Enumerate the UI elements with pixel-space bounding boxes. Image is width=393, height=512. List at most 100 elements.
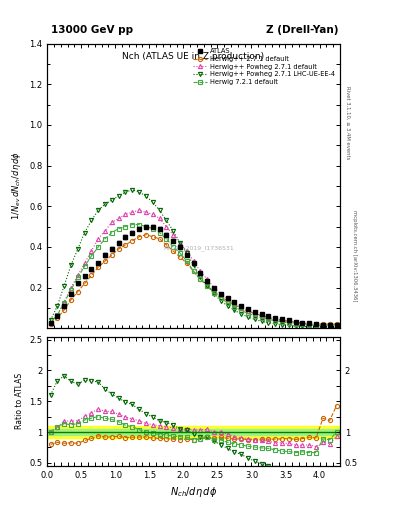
Herwig++ Powheg 2.7.1 default [89, 248, 94, 254]
Herwig++ Powheg 2.7.1 default [55, 312, 60, 318]
Herwig++ 2.7.1 default [75, 289, 80, 295]
Herwig++ Powheg 2.7.1 default [157, 216, 162, 222]
Herwig 7.2.1 default [321, 322, 325, 328]
Text: Z (Drell-Yan): Z (Drell-Yan) [266, 25, 339, 35]
Herwig++ 2.7.1 default [205, 283, 209, 289]
Herwig++ Powheg 2.7.1 LHC-UE-EE-4 [259, 318, 264, 325]
Herwig 7.2.1 default [116, 225, 121, 231]
Herwig 7.2.1 default [266, 316, 271, 323]
Herwig 7.2.1 default [157, 229, 162, 236]
Herwig++ Powheg 2.7.1 LHC-UE-EE-4 [327, 324, 332, 330]
Herwig++ 2.7.1 default [314, 322, 318, 328]
Herwig++ Powheg 2.7.1 default [48, 320, 53, 326]
Herwig++ Powheg 2.7.1 default [198, 268, 203, 274]
X-axis label: $N_{ch}/d\eta\,d\phi$: $N_{ch}/d\eta\,d\phi$ [170, 485, 217, 499]
Herwig++ Powheg 2.7.1 LHC-UE-EE-4 [164, 218, 169, 224]
Herwig 7.2.1 default [314, 323, 318, 329]
Herwig++ Powheg 2.7.1 default [123, 211, 128, 218]
Bar [47, 426, 340, 438]
Herwig++ Powheg 2.7.1 default [184, 248, 189, 254]
Herwig++ 2.7.1 default [219, 294, 223, 300]
Herwig++ 2.7.1 default [96, 264, 101, 270]
Herwig 7.2.1 default [198, 276, 203, 283]
Herwig 7.2.1 default [62, 300, 66, 306]
Herwig++ Powheg 2.7.1 default [232, 301, 237, 307]
Herwig++ Powheg 2.7.1 default [62, 298, 66, 305]
Herwig 7.2.1 default [130, 221, 135, 227]
Herwig 7.2.1 default [259, 314, 264, 321]
Herwig++ Powheg 2.7.1 LHC-UE-EE-4 [48, 317, 53, 323]
Herwig++ Powheg 2.7.1 LHC-UE-EE-4 [178, 240, 182, 246]
Herwig++ Powheg 2.7.1 LHC-UE-EE-4 [157, 207, 162, 214]
Herwig++ Powheg 2.7.1 default [334, 323, 339, 329]
Herwig++ Powheg 2.7.1 LHC-UE-EE-4 [103, 201, 107, 207]
Herwig++ Powheg 2.7.1 LHC-UE-EE-4 [96, 207, 101, 214]
Herwig++ 2.7.1 default [82, 281, 87, 287]
Herwig++ Powheg 2.7.1 LHC-UE-EE-4 [75, 246, 80, 252]
Herwig++ 2.7.1 default [246, 308, 250, 314]
Herwig++ 2.7.1 default [239, 305, 244, 311]
Herwig++ Powheg 2.7.1 LHC-UE-EE-4 [62, 283, 66, 289]
Herwig 7.2.1 default [103, 236, 107, 242]
Herwig 7.2.1 default [164, 236, 169, 242]
Herwig++ 2.7.1 default [123, 242, 128, 248]
Herwig++ 2.7.1 default [89, 272, 94, 279]
Herwig 7.2.1 default [191, 268, 196, 274]
Herwig 7.2.1 default [48, 320, 53, 326]
Herwig++ Powheg 2.7.1 default [82, 260, 87, 266]
Herwig++ Powheg 2.7.1 LHC-UE-EE-4 [300, 323, 305, 329]
Herwig++ Powheg 2.7.1 default [116, 216, 121, 222]
Herwig 7.2.1 default [211, 290, 216, 296]
Herwig 7.2.1 default [225, 300, 230, 306]
Herwig 7.2.1 default [123, 223, 128, 229]
Herwig 7.2.1 default [293, 321, 298, 327]
Herwig++ Powheg 2.7.1 LHC-UE-EE-4 [219, 297, 223, 304]
Herwig++ Powheg 2.7.1 default [96, 236, 101, 242]
Herwig++ Powheg 2.7.1 default [280, 317, 285, 324]
Herwig 7.2.1 default [246, 310, 250, 316]
Herwig 7.2.1 default [327, 323, 332, 329]
Herwig++ 2.7.1 default [184, 260, 189, 266]
Herwig++ 2.7.1 default [69, 296, 73, 303]
Herwig++ Powheg 2.7.1 LHC-UE-EE-4 [143, 193, 148, 199]
Herwig++ Powheg 2.7.1 default [225, 295, 230, 302]
Herwig++ 2.7.1 default [62, 307, 66, 313]
Herwig++ Powheg 2.7.1 LHC-UE-EE-4 [273, 321, 277, 327]
Herwig++ Powheg 2.7.1 default [137, 207, 141, 214]
Herwig 7.2.1 default [75, 274, 80, 281]
Herwig++ 2.7.1 default [280, 317, 285, 323]
Herwig++ Powheg 2.7.1 default [191, 258, 196, 264]
Herwig 7.2.1 default [252, 312, 257, 318]
Herwig++ 2.7.1 default [334, 321, 339, 327]
Herwig++ 2.7.1 default [198, 276, 203, 283]
Herwig++ Powheg 2.7.1 default [307, 322, 312, 328]
Herwig++ Powheg 2.7.1 LHC-UE-EE-4 [239, 311, 244, 317]
Herwig++ Powheg 2.7.1 default [205, 276, 209, 283]
Legend: ATLAS, Herwig++ 2.7.1 default, Herwig++ Powheg 2.7.1 default, Herwig++ Powheg 2.: ATLAS, Herwig++ 2.7.1 default, Herwig++ … [191, 47, 337, 86]
Herwig++ Powheg 2.7.1 LHC-UE-EE-4 [246, 314, 250, 320]
Herwig++ Powheg 2.7.1 LHC-UE-EE-4 [184, 250, 189, 256]
Herwig++ 2.7.1 default [259, 312, 264, 318]
Herwig++ 2.7.1 default [225, 297, 230, 304]
Herwig++ 2.7.1 default [211, 289, 216, 295]
Herwig 7.2.1 default [307, 322, 312, 328]
Herwig++ Powheg 2.7.1 LHC-UE-EE-4 [334, 324, 339, 330]
Herwig++ Powheg 2.7.1 default [293, 320, 298, 326]
Herwig++ Powheg 2.7.1 default [164, 223, 169, 229]
Line: Herwig 7.2.1 default: Herwig 7.2.1 default [48, 222, 339, 328]
Herwig++ Powheg 2.7.1 LHC-UE-EE-4 [205, 283, 209, 289]
Text: mcplots.cern.ch [arXiv:1306.3436]: mcplots.cern.ch [arXiv:1306.3436] [352, 210, 357, 302]
Herwig++ Powheg 2.7.1 LHC-UE-EE-4 [198, 274, 203, 281]
Herwig++ 2.7.1 default [232, 302, 237, 308]
Herwig++ Powheg 2.7.1 default [239, 305, 244, 311]
Herwig++ Powheg 2.7.1 LHC-UE-EE-4 [89, 218, 94, 224]
Herwig++ Powheg 2.7.1 LHC-UE-EE-4 [171, 227, 176, 233]
Bar [47, 429, 340, 435]
Herwig++ 2.7.1 default [143, 231, 148, 238]
Herwig++ Powheg 2.7.1 default [266, 315, 271, 321]
Herwig 7.2.1 default [273, 317, 277, 324]
Herwig++ Powheg 2.7.1 LHC-UE-EE-4 [151, 199, 155, 205]
Herwig++ Powheg 2.7.1 default [130, 209, 135, 216]
Herwig++ 2.7.1 default [286, 318, 291, 325]
Herwig++ 2.7.1 default [307, 321, 312, 327]
